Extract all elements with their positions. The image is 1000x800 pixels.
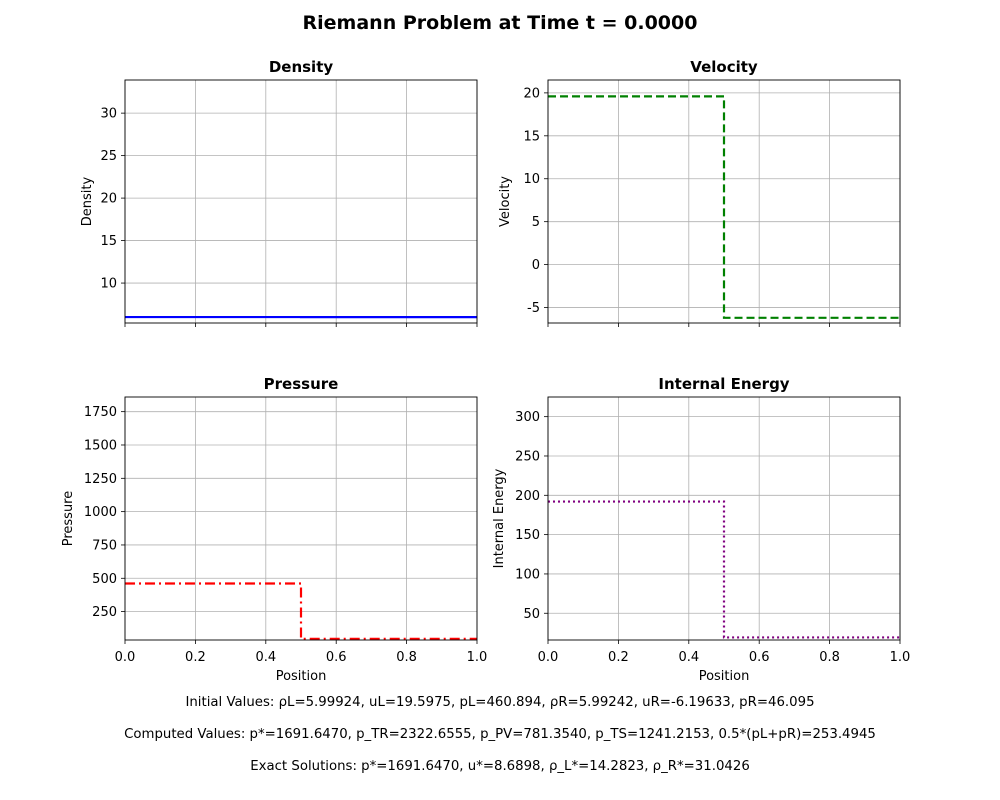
y-tick-label: 150 — [515, 528, 540, 543]
density-subplot: 10 15 20 25 30 Density Density — [80, 58, 478, 327]
velocity-subplot: -5 0 5 10 15 20 Velocity Velocity — [498, 58, 901, 327]
pressure-ylabel: Pressure — [61, 491, 76, 547]
y-tick-label: 20 — [523, 86, 540, 101]
internal-energy-series-line — [548, 500, 900, 639]
y-tick-label: 250 — [515, 449, 540, 464]
x-tick-label: 0.6 — [749, 650, 770, 665]
y-tick-label: 200 — [515, 489, 540, 504]
y-tick-label: 750 — [92, 538, 117, 553]
figure-title: Riemann Problem at Time t = 0.0000 — [302, 12, 698, 34]
y-tick-label: 500 — [92, 572, 117, 587]
velocity-axes-frame — [547, 79, 901, 324]
density-ylabel: Density — [80, 176, 95, 226]
pressure-subplot: 0.0 0.2 0.4 0.6 0.8 1.0 250 500 750 1000 1250 1500 1… — [61, 375, 487, 684]
y-tick-label: 1000 — [84, 505, 117, 520]
exact-solutions-text: Exact Solutions: p*=1691.6470, u*=8.6898… — [250, 759, 750, 774]
y-tick-label: 15 — [523, 129, 540, 144]
y-tick-label: -5 — [527, 301, 540, 316]
velocity-ylabel: Velocity — [498, 176, 513, 227]
y-tick-label: 15 — [100, 234, 117, 249]
y-tick-label: 30 — [100, 107, 117, 122]
velocity-series-line — [548, 95, 900, 319]
y-tick-label: 0 — [532, 258, 540, 273]
pressure-axes-frame — [124, 396, 478, 641]
y-tick-label: 50 — [523, 607, 540, 622]
x-tick-label: 0.0 — [538, 650, 559, 665]
density-title: Density — [269, 58, 334, 76]
x-tick-label: 0.0 — [115, 650, 136, 665]
y-tick-label: 300 — [515, 410, 540, 425]
x-tick-label: 0.2 — [185, 650, 206, 665]
density-axes-frame — [124, 79, 478, 324]
internal-energy-subplot: 0.0 0.2 0.4 0.6 0.8 1.0 50 100 150 200 250 300 Inter… — [492, 375, 910, 684]
y-tick-label: 25 — [100, 149, 117, 164]
y-tick-label: 20 — [100, 192, 117, 207]
y-tick-label: 100 — [515, 567, 540, 582]
internal-energy-xlabel: Position — [699, 669, 750, 684]
x-tick-label: 0.6 — [326, 650, 347, 665]
internal-energy-title: Internal Energy — [658, 375, 789, 393]
y-tick-label: 250 — [92, 605, 117, 620]
x-tick-label: 0.4 — [678, 650, 699, 665]
y-tick-label: 1750 — [84, 405, 117, 420]
pressure-title: Pressure — [264, 375, 339, 393]
y-tick-label: 1250 — [84, 472, 117, 487]
internal-energy-axes-frame — [547, 396, 901, 641]
y-tick-label: 10 — [100, 277, 117, 292]
pressure-xlabel: Position — [276, 669, 327, 684]
velocity-title: Velocity — [690, 58, 758, 76]
x-tick-label: 0.8 — [819, 650, 840, 665]
x-tick-label: 0.8 — [396, 650, 417, 665]
x-tick-label: 1.0 — [467, 650, 488, 665]
x-tick-label: 0.2 — [608, 650, 629, 665]
initial-values-text: Initial Values: ρL=5.99924, uL=19.5975, … — [185, 695, 815, 710]
internal-energy-ylabel: Internal Energy — [492, 468, 507, 568]
y-tick-label: 5 — [532, 215, 540, 230]
y-tick-label: 10 — [523, 172, 540, 187]
pressure-series-line — [125, 582, 477, 640]
x-tick-label: 0.4 — [255, 650, 276, 665]
x-tick-label: 1.0 — [890, 650, 911, 665]
computed-values-text: Computed Values: p*=1691.6470, p_TR=2322… — [124, 727, 876, 742]
y-tick-label: 1500 — [84, 438, 117, 453]
